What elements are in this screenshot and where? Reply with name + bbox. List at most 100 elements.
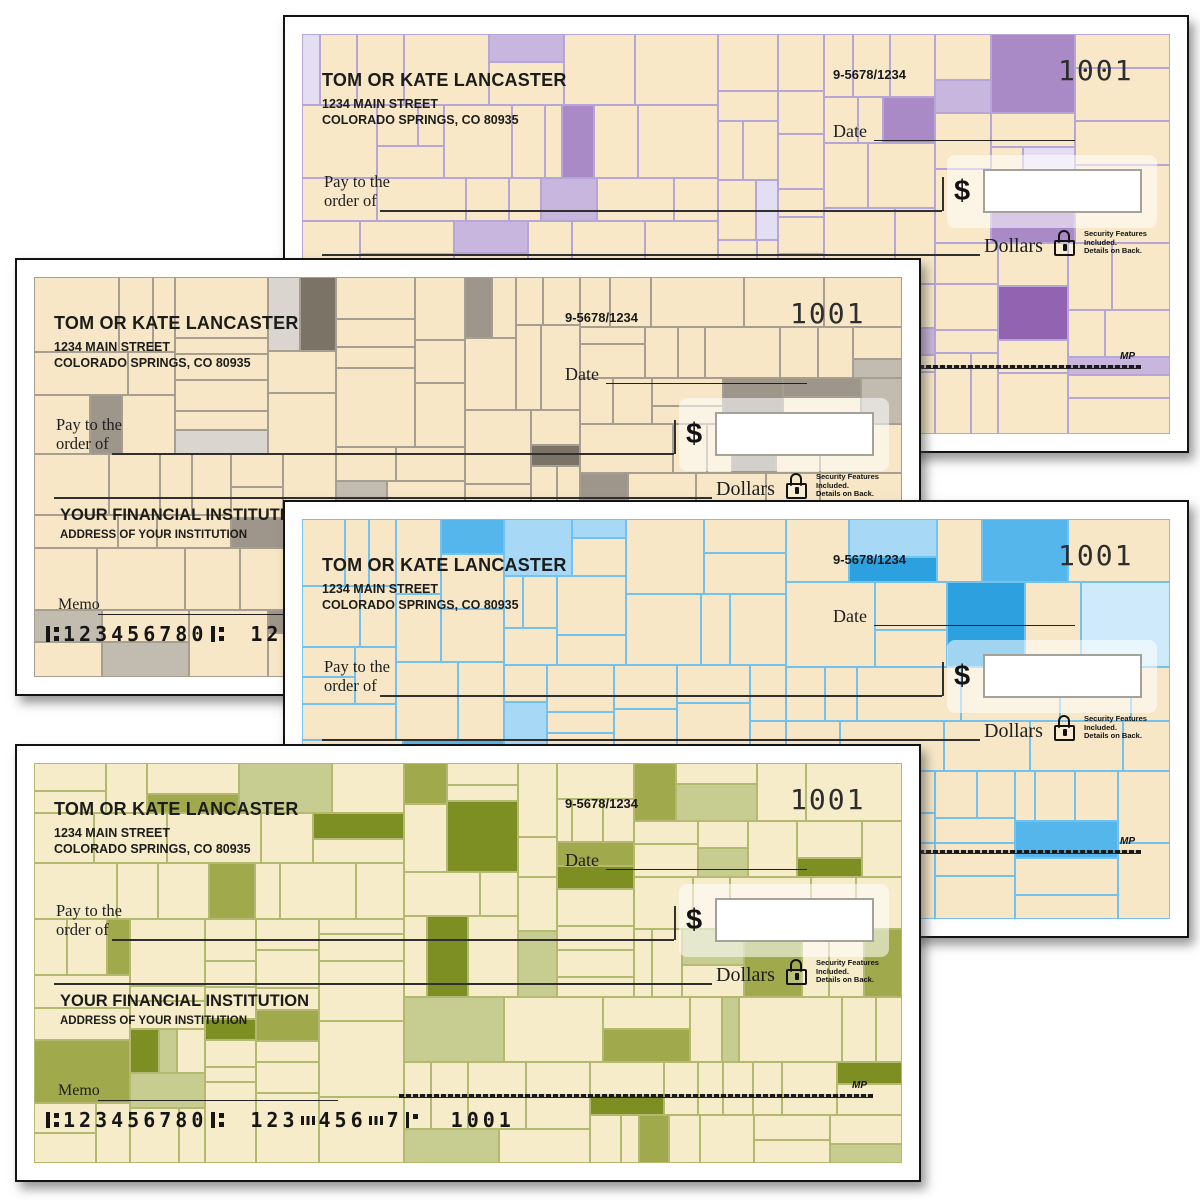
mosaic-tile — [314, 814, 403, 838]
amount-bracket-line — [942, 177, 944, 211]
mosaic-tile — [831, 1116, 901, 1143]
mosaic-tile — [159, 864, 208, 918]
mosaic-tile — [1016, 859, 1117, 894]
payor-name: TOM OR KATE LANCASTER — [322, 555, 567, 575]
mosaic-tile — [598, 179, 673, 220]
security-line3: Details on Back. — [1084, 246, 1142, 255]
mosaic-tile — [604, 800, 633, 841]
mosaic-tile — [705, 520, 785, 552]
mosaic-tile — [131, 920, 204, 985]
mosaic-tile — [1113, 244, 1169, 309]
mosaic-tile — [854, 360, 901, 377]
mosaic-tile — [876, 583, 946, 629]
mosaic-tile — [333, 764, 403, 812]
security-line3: Details on Back. — [1084, 731, 1142, 740]
mosaic-tile — [604, 998, 689, 1028]
security-line1: Security Features — [1084, 229, 1147, 238]
mosaic-tile — [677, 764, 756, 783]
mosaic-tile — [370, 520, 395, 585]
mosaic-tile — [843, 998, 875, 1061]
dollars-label: Dollars — [984, 235, 1043, 257]
mosaic-tile — [459, 663, 503, 739]
mosaic-tile — [467, 179, 508, 220]
pay-to-line1: Pay to the — [324, 657, 390, 676]
mosaic-tile — [532, 446, 579, 465]
mosaic-tile — [627, 595, 700, 664]
security-lock-icon — [786, 473, 808, 499]
mosaic-tile — [35, 792, 105, 812]
mosaic-tile — [653, 930, 681, 996]
micr-transit-icon — [210, 623, 225, 645]
mosaic-tile — [1031, 722, 1122, 770]
microprint-mp-mark: MP — [1120, 351, 1135, 362]
mosaic-tile — [1119, 772, 1169, 842]
security-line2: Included. — [1084, 722, 1117, 732]
mosaic-tile — [445, 106, 511, 177]
security-features-text: Security Features Included. Details on B… — [1084, 714, 1147, 741]
mosaic-tile — [749, 822, 796, 876]
mosaic-tile — [719, 122, 742, 179]
mosaic-tile — [519, 932, 556, 996]
mosaic-tile — [256, 864, 279, 918]
memo-label: Memo — [58, 1082, 100, 1099]
mosaic-tile — [35, 455, 108, 514]
mosaic-tile — [558, 867, 633, 888]
mosaic-tile — [636, 35, 717, 104]
pay-to-line2: order of — [324, 191, 377, 210]
mosaic-tile — [876, 631, 946, 666]
mosaic-tile — [731, 595, 785, 664]
mosaic-tile — [936, 285, 997, 329]
mosaic-tile — [303, 106, 376, 177]
mosaic-tile — [337, 348, 414, 367]
mosaic-tile — [646, 328, 677, 377]
mosaic-tile — [405, 35, 488, 104]
mosaic-tile — [68, 920, 106, 974]
security-line3: Details on Back. — [816, 489, 874, 498]
mosaic-tile — [448, 764, 517, 784]
mosaic-tile — [469, 917, 517, 996]
mosaic-tile — [493, 278, 515, 337]
mosaic-tile — [683, 966, 743, 996]
dollars-line — [322, 713, 980, 741]
mosaic-tile — [176, 412, 267, 429]
mosaic-tile — [1069, 311, 1104, 356]
mosaic-tile — [548, 666, 613, 711]
mosaic-tile — [548, 713, 613, 732]
mosaic-tile — [257, 1094, 318, 1162]
mosaic-tile — [670, 1116, 699, 1162]
mosaic-tile — [442, 520, 503, 553]
security-features-text: Security Features Included. Details on B… — [1084, 229, 1147, 256]
mosaic-tile — [257, 920, 318, 949]
payee-line — [112, 427, 674, 455]
check-face: TOM OR KATE LANCASTER 1234 MAIN STREET C… — [34, 763, 902, 1163]
mosaic-tile — [665, 1063, 697, 1114]
mosaic-tile — [807, 764, 901, 820]
mosaic-tile — [320, 1022, 403, 1096]
mosaic-tile — [337, 278, 414, 318]
security-lock-icon — [1054, 230, 1076, 256]
amount-box — [983, 169, 1142, 213]
microprint-mp-mark: MP — [852, 1080, 867, 1091]
micr-account-part1: 123 — [250, 1108, 299, 1132]
mosaic-tile — [131, 1074, 204, 1107]
mosaic-tile — [679, 328, 704, 377]
mosaic-tile — [257, 1063, 318, 1092]
mosaic-tile — [337, 369, 414, 446]
mosaic-tile — [320, 1098, 403, 1162]
mosaic-tile — [510, 179, 540, 220]
check-number: 1001 — [790, 297, 866, 330]
date-label: Date — [833, 121, 867, 141]
mosaic-tile — [35, 643, 101, 676]
mosaic-tile — [614, 379, 651, 423]
date-label: Date — [565, 364, 599, 384]
dollars-label: Dollars — [716, 964, 775, 986]
security-line1: Security Features — [1084, 714, 1147, 723]
mosaic-tile — [303, 648, 354, 676]
payee-line — [112, 913, 674, 941]
mosaic-tile — [558, 764, 633, 798]
mosaic-tile — [303, 179, 376, 220]
lock-keyhole — [1063, 729, 1067, 736]
mosaic-tile — [232, 455, 282, 486]
mosaic-tile — [442, 610, 503, 661]
date-line — [606, 851, 807, 870]
